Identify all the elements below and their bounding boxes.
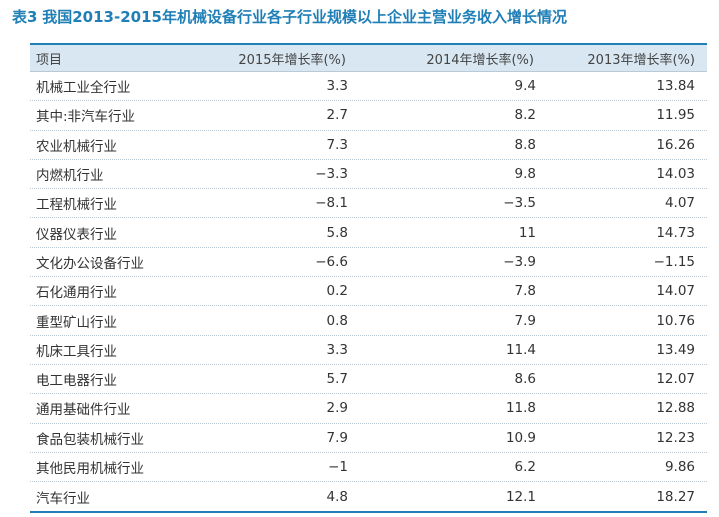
table-row: 仪器仪表行业 5.8 11 14.73 [30,218,707,248]
row-value-2014: 10.9 [505,429,536,446]
table-row: 石化通用行业 0.2 7.8 14.07 [30,277,707,307]
table-title: 表3 我国2013-2015年机械设备行业各子行业规模以上企业主营业务收入增长情… [12,6,567,28]
row-value-2013: 4.07 [664,195,695,212]
row-value-2013: 12.07 [656,371,695,388]
row-value-2014: 11.8 [505,400,536,417]
row-value-2015: 3.3 [326,341,348,358]
row-value-2014: 9.8 [514,166,536,183]
row-item-name: 机械工业全行业 [36,80,131,97]
row-value-2013: 10.76 [656,312,695,329]
row-value-2014: 8.8 [514,136,536,153]
row-value-2014: 11.4 [505,341,536,358]
row-value-2014: 11 [518,224,536,241]
row-value-2015: −3.3 [315,166,348,183]
row-value-2013: 13.84 [656,78,695,95]
row-value-2013: 9.86 [664,459,695,475]
row-item-name: 仪器仪表行业 [36,226,117,243]
table-row: 机械工业全行业 3.3 9.4 13.84 [30,72,707,102]
row-value-2014: 8.2 [514,107,536,124]
row-value-2013: 14.07 [656,283,695,300]
row-value-2015: 4.8 [326,488,348,505]
header-item: 项目 [36,52,63,68]
table-number: 表3 [12,8,38,26]
row-item-name: 工程机械行业 [36,197,117,214]
table-row: 工程机械行业 −8.1 −3.5 4.07 [30,189,707,219]
table-row: 内燃机行业 −3.3 9.8 14.03 [30,160,707,190]
row-value-2015: 0.2 [326,283,348,300]
table-row: 食品包装机械行业 7.9 10.9 12.23 [30,424,707,453]
row-value-2014: −3.5 [503,195,536,212]
row-item-name: 其他民用机械行业 [36,461,144,477]
row-item-name: 通用基础件行业 [36,402,131,419]
row-value-2013: −1.15 [653,253,695,270]
row-item-name: 农业机械行业 [36,138,117,155]
row-value-2014: 6.2 [514,459,536,475]
table-row: 农业机械行业 7.3 8.8 16.26 [30,131,707,160]
row-value-2013: 14.03 [656,166,695,183]
row-value-2014: 12.1 [505,488,536,505]
header-2015: 2015年增长率(%) [238,52,346,68]
row-value-2015: 5.8 [326,224,348,241]
row-value-2013: 12.88 [656,400,695,417]
row-value-2013: 18.27 [656,488,695,505]
row-item-name: 石化通用行业 [36,285,117,302]
row-value-2013: 13.49 [656,341,695,358]
table-body: 机械工业全行业 3.3 9.4 13.84 其中:非汽车行业 2.7 8.2 11.95 农业机… [30,72,707,511]
header-2013: 2013年增长率(%) [587,52,695,68]
row-value-2015: 5.7 [326,371,348,388]
row-item-name: 内燃机行业 [36,168,104,185]
row-value-2015: 7.9 [326,429,348,446]
row-value-2013: 11.95 [656,107,695,124]
row-value-2015: 2.9 [326,400,348,417]
table-row: 汽车行业 4.8 12.1 18.27 [30,482,707,511]
row-value-2013: 12.23 [656,429,695,446]
row-item-name: 电工电器行业 [36,373,117,390]
table-row: 其中:非汽车行业 2.7 8.2 11.95 [30,101,707,131]
row-value-2015: −8.1 [315,195,348,212]
row-value-2014: −3.9 [503,253,536,270]
row-value-2015: −6.6 [315,253,348,270]
row-value-2015: 0.8 [326,312,348,329]
table-header-row: 项目 2015年增长率(%) 2014年增长率(%) 2013年增长率(%) [30,45,707,72]
row-item-name: 食品包装机械行业 [36,431,144,448]
table-row: 机床工具行业 3.3 11.4 13.49 [30,336,707,365]
row-value-2014: 7.8 [514,283,536,300]
row-item-name: 汽车行业 [36,490,90,507]
row-value-2015: 3.3 [326,78,348,95]
data-table: 项目 2015年增长率(%) 2014年增长率(%) 2013年增长率(%) 机… [30,43,707,514]
row-item-name: 文化办公设备行业 [36,255,144,272]
table-row: 重型矿山行业 0.8 7.9 10.76 [30,306,707,336]
row-value-2014: 7.9 [514,312,536,329]
row-item-name: 其中:非汽车行业 [36,109,136,126]
row-item-name: 重型矿山行业 [36,314,117,331]
row-value-2015: −1 [328,459,348,475]
row-value-2014: 9.4 [514,78,536,95]
row-item-name: 机床工具行业 [36,343,117,360]
table-row: 通用基础件行业 2.9 11.8 12.88 [30,394,707,424]
table-row: 其他民用机械行业 −1 6.2 9.86 [30,453,707,483]
table-row: 电工电器行业 5.7 8.6 12.07 [30,365,707,395]
table-row: 文化办公设备行业 −6.6 −3.9 −1.15 [30,248,707,278]
row-value-2015: 7.3 [326,136,348,153]
row-value-2013: 14.73 [656,224,695,241]
row-value-2014: 8.6 [514,371,536,388]
row-value-2013: 16.26 [656,136,695,153]
header-2014: 2014年增长率(%) [426,52,534,68]
row-value-2015: 2.7 [326,107,348,124]
table-caption: 我国2013-2015年机械设备行业各子行业规模以上企业主营业务收入增长情况 [42,8,567,26]
